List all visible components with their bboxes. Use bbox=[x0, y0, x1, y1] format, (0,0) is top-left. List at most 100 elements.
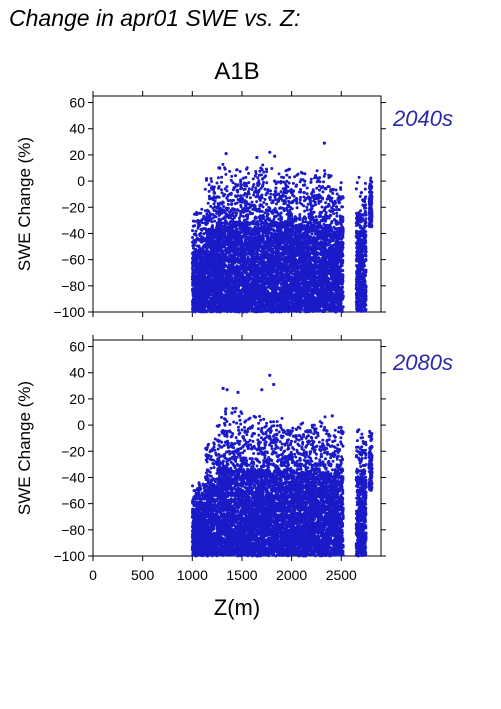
data-point bbox=[274, 262, 277, 266]
data-point bbox=[215, 251, 219, 255]
data-point bbox=[262, 294, 266, 298]
data-point bbox=[234, 211, 238, 215]
data-point bbox=[191, 260, 195, 264]
data-point bbox=[247, 171, 251, 175]
data-point bbox=[231, 264, 235, 268]
data-point bbox=[271, 258, 275, 261]
data-point bbox=[286, 185, 290, 189]
data-point bbox=[236, 190, 240, 194]
data-point bbox=[195, 211, 198, 214]
data-point bbox=[194, 258, 197, 262]
data-point bbox=[215, 308, 219, 312]
data-point bbox=[284, 230, 288, 234]
data-point bbox=[284, 293, 288, 297]
data-point bbox=[263, 222, 267, 226]
data-point bbox=[279, 251, 282, 255]
data-point bbox=[261, 226, 265, 230]
data-point bbox=[277, 199, 281, 203]
data-point bbox=[265, 181, 269, 185]
data-point bbox=[238, 170, 242, 173]
data-point bbox=[287, 240, 291, 243]
data-point bbox=[197, 221, 201, 225]
data-point bbox=[214, 215, 218, 219]
data-point bbox=[220, 180, 223, 184]
data-point bbox=[246, 302, 250, 306]
data-point bbox=[202, 214, 206, 218]
data-point bbox=[210, 247, 214, 250]
data-point bbox=[194, 247, 198, 251]
data-point bbox=[196, 292, 200, 296]
data-point bbox=[239, 183, 243, 187]
data-point bbox=[200, 252, 204, 256]
data-point bbox=[271, 244, 275, 248]
data-point bbox=[260, 283, 264, 286]
data-point bbox=[241, 214, 245, 218]
data-point bbox=[212, 195, 216, 199]
data-point bbox=[194, 261, 198, 265]
data-point bbox=[280, 245, 284, 249]
data-point bbox=[197, 211, 201, 215]
data-point bbox=[228, 169, 232, 173]
data-point bbox=[270, 271, 274, 275]
data-point bbox=[283, 199, 286, 203]
data-point bbox=[194, 250, 198, 254]
data-point bbox=[252, 261, 256, 265]
data-point bbox=[263, 187, 267, 191]
data-point bbox=[268, 268, 272, 272]
data-point bbox=[275, 269, 279, 273]
data-point bbox=[200, 235, 204, 239]
data-point bbox=[243, 289, 247, 293]
data-point bbox=[282, 280, 286, 284]
data-point bbox=[234, 280, 238, 284]
data-point bbox=[284, 268, 288, 272]
data-point bbox=[237, 216, 241, 220]
data-point bbox=[218, 166, 222, 170]
data-point bbox=[273, 286, 276, 290]
data-point bbox=[257, 270, 261, 274]
data-point bbox=[210, 180, 213, 183]
data-point bbox=[206, 275, 210, 279]
data-point bbox=[287, 181, 291, 185]
data-point bbox=[194, 229, 198, 233]
data-point bbox=[250, 236, 254, 240]
data-point bbox=[216, 288, 220, 291]
data-point bbox=[224, 206, 228, 210]
data-point bbox=[258, 197, 262, 201]
data-point bbox=[209, 177, 213, 181]
data-point bbox=[215, 181, 219, 185]
data-point bbox=[247, 187, 251, 191]
y-tick-label: −100 bbox=[53, 304, 85, 320]
data-point bbox=[212, 209, 216, 212]
data-point bbox=[223, 167, 227, 171]
data-point bbox=[239, 178, 243, 182]
data-point bbox=[191, 251, 195, 255]
data-point bbox=[261, 290, 265, 294]
data-point bbox=[201, 296, 205, 300]
data-point bbox=[262, 256, 266, 260]
data-point bbox=[256, 296, 260, 300]
data-point bbox=[234, 184, 238, 188]
data-point bbox=[219, 188, 223, 192]
data-point bbox=[217, 207, 221, 211]
data-point bbox=[207, 189, 211, 193]
data-point bbox=[209, 289, 213, 293]
data-point bbox=[200, 240, 204, 244]
data-point bbox=[270, 167, 274, 170]
page-title: Change in apr01 SWE vs. Z: bbox=[9, 5, 301, 31]
data-point bbox=[211, 250, 214, 254]
data-point bbox=[251, 233, 255, 237]
data-point bbox=[254, 190, 258, 194]
data-point bbox=[198, 263, 202, 267]
data-point bbox=[244, 292, 248, 296]
data-point bbox=[199, 289, 203, 293]
data-point bbox=[231, 181, 235, 185]
data-point bbox=[205, 236, 209, 240]
data-point bbox=[203, 187, 207, 191]
data-point bbox=[211, 310, 214, 314]
data-point bbox=[263, 274, 267, 278]
data-point bbox=[281, 259, 285, 262]
data-point bbox=[197, 246, 201, 249]
data-point bbox=[226, 229, 230, 233]
data-point bbox=[213, 239, 217, 243]
